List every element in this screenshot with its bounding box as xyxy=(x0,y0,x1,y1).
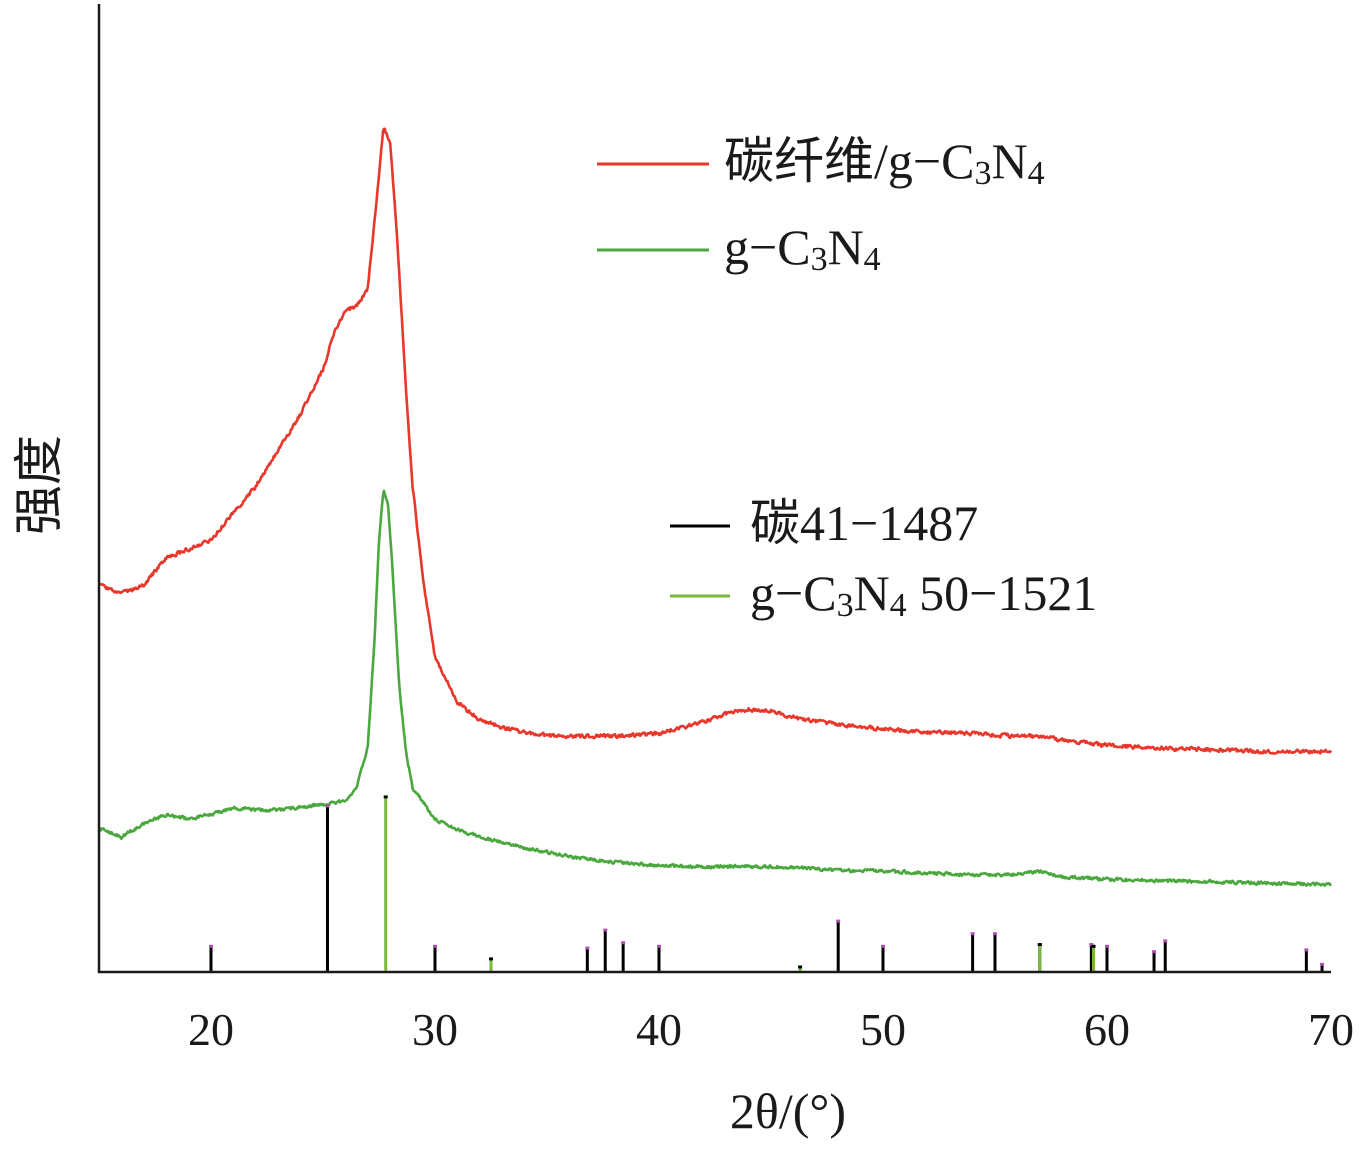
x-tick-label-20: 20 xyxy=(188,1004,234,1055)
x-tick-label-30: 30 xyxy=(412,1004,458,1055)
plot-marks xyxy=(97,127,1333,972)
ref-peak-tip-ref_carbon-13 xyxy=(1105,944,1109,948)
series-line-carbon_fiber_gcn xyxy=(98,127,1333,755)
ref-peak-tip-ref_gcn-2 xyxy=(798,965,803,969)
series-line-gcn xyxy=(97,489,1333,887)
ref-peak-tip-ref_carbon-9 xyxy=(970,932,975,936)
ref-peak-tip-ref_gcn-0 xyxy=(383,795,388,799)
legend-ref-label-0: 碳41−1487 xyxy=(750,495,978,551)
legend-ref-label-1: g−C3​N4​ 50−1521 xyxy=(750,565,1097,624)
y-axis-label: 强度 xyxy=(11,435,67,535)
ref-peak-tip-ref_carbon-3 xyxy=(585,946,590,950)
ref-peak-tip-ref_carbon-4 xyxy=(603,928,608,932)
ref-peak-tip-ref_carbon-7 xyxy=(836,919,841,923)
legend-refs: 碳41−1487 g−C3​N4​ 50−1521 xyxy=(670,495,1097,624)
axes xyxy=(97,4,1331,974)
ref-peak-tip-ref_gcn-1 xyxy=(489,957,493,961)
ref-peak-tip-ref_carbon-1 xyxy=(325,804,330,808)
ref-peak-tip-ref_carbon-2 xyxy=(433,944,437,948)
legend-curve-label-1: g−C3​N4​ xyxy=(724,219,881,278)
ref-peak-tip-ref_carbon-16 xyxy=(1304,948,1309,952)
ref-peak-tip-ref_carbon-6 xyxy=(657,944,661,948)
ref-peak-tip-ref_gcn-3 xyxy=(1037,943,1042,946)
ref-peak-tip-ref_carbon-8 xyxy=(881,944,885,948)
x-ticks: 20 30 40 50 60 70 xyxy=(188,1004,1354,1055)
ref-peak-tip-ref_carbon-17 xyxy=(1320,962,1325,966)
x-tick-label-40: 40 xyxy=(636,1004,682,1055)
legend-curves: 碳纤维/g−C3​N4​ g−C3​N4​ xyxy=(597,133,1045,278)
x-tick-label-60: 60 xyxy=(1084,1004,1130,1055)
legend-curve-label-0: 碳纤维/g−C3​N4​ xyxy=(724,133,1045,192)
x-axis-label: 2θ/(°) xyxy=(730,1083,846,1139)
ref-peak-tip-ref_carbon-14 xyxy=(1152,950,1157,954)
x-tick-label-70: 70 xyxy=(1308,1004,1354,1055)
ref-peak-tip-ref_carbon-5 xyxy=(621,941,626,945)
ref-peak-tip-ref_carbon-15 xyxy=(1163,939,1168,943)
ref-peak-tip-ref_carbon-0 xyxy=(209,944,213,948)
ref-peak-tip-ref_carbon-12 xyxy=(1089,943,1094,946)
ref-peak-tip-ref_carbon-10 xyxy=(993,932,997,936)
ref-peak-tip-ref_gcn-4 xyxy=(1091,944,1096,948)
x-tick-label-50: 50 xyxy=(860,1004,906,1055)
